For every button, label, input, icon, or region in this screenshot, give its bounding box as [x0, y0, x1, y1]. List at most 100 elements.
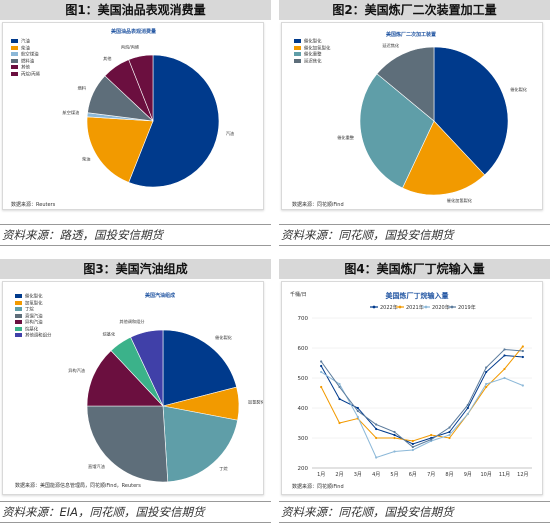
chart-4-xtick: 8月	[445, 472, 453, 478]
chart-4-source: 数据来源：同花顺iFind	[292, 484, 344, 490]
panel-2-title: 图2：美国炼厂二次装置加工量	[332, 3, 497, 17]
chart-4-point	[430, 433, 433, 437]
chart-2-slice	[402, 120, 486, 196]
chart-4-point	[503, 367, 506, 371]
chart-1-slice-label: 柴油	[82, 156, 90, 163]
chart-1-title: 美国油品表观消费量	[111, 29, 157, 35]
chart-2-source: 数据来源：同花顺iFind	[292, 202, 344, 208]
chart-2-slice	[359, 73, 435, 189]
chart-1-legend-item: 航空煤油	[11, 52, 39, 58]
chart-4-point	[393, 436, 396, 440]
chart-4-ytick: 200	[298, 466, 309, 472]
chart-3-slice	[86, 350, 164, 407]
legend-label: 催化加氢裂化	[304, 46, 331, 51]
panel-3-source-text: 资料来源：EIA，同花顺，国投安信期货	[2, 505, 205, 519]
chart-4-point	[448, 430, 451, 434]
legend-swatch	[15, 300, 22, 305]
panel-3: 图3：美国汽油组成 美国汽油组成 催化裂化 加氢裂化 丁烷 直馏汽油 异构汽油 烷基化 其他…	[0, 259, 271, 525]
chart-3-legend-item: 直馏汽油	[15, 313, 43, 320]
chart-4-point	[448, 436, 451, 440]
chart-4-point	[320, 370, 323, 374]
chart-4-point	[393, 433, 396, 437]
panel-4-header: 图4：美国炼厂丁烷输入量	[279, 259, 550, 279]
chart-4-point	[338, 421, 341, 425]
legend-swatch	[294, 58, 301, 63]
panel-3-header: 图3：美国汽油组成	[0, 259, 271, 279]
chart-1-frame: 美国油品表观消费量 汽油 柴油 航空煤油 燃料油 其他 丙烷/丙烯 汽油 柴油 航空煤油 燃料其…	[2, 22, 264, 210]
chart-4-xtick: 12月	[517, 472, 528, 478]
chart-4-xtick: 7月	[427, 472, 435, 478]
chart-4-point	[485, 370, 488, 374]
legend-swatch	[294, 39, 301, 43]
chart-2-slice-label: 催化重整	[337, 134, 355, 141]
chart-4-title: 美国炼厂丁烷输入量	[386, 291, 449, 300]
panel-1-source-text: 资料来源：路透，国投安信期货	[2, 228, 163, 242]
chart-4-point	[521, 345, 524, 348]
chart-4-series-line	[320, 371, 523, 459]
legend-label: 延迟焦化	[304, 59, 322, 64]
chart-4-ytick: 500	[298, 376, 309, 382]
legend-label: 2021年	[406, 304, 424, 311]
chart-4-point	[375, 427, 378, 431]
legend-label: 2020年	[432, 304, 450, 311]
chart-4-point	[466, 403, 469, 407]
chart-3-legend-item: 异构汽油	[15, 320, 43, 326]
panel-4-source-text: 资料来源：同花顺，国投安信期货	[281, 505, 454, 519]
legend-label: 2022年	[380, 304, 398, 311]
legend-label: 加氢裂化	[25, 301, 43, 306]
chart-4-line: 美国炼厂丁烷输入量 千桶/日 2022年 2021年 2020年 2019年 200 300 4…	[290, 291, 532, 478]
chart-3-legend-item: 加氢裂化	[15, 300, 43, 307]
chart-3-slice	[130, 329, 164, 407]
legend-swatch	[15, 326, 22, 331]
chart-4-point	[338, 385, 341, 389]
chart-1-slice-label: 航空煤油	[63, 109, 80, 116]
legend-swatch	[15, 333, 22, 337]
legend-marker	[450, 305, 454, 309]
chart-2-frame: 美国炼厂二次加工装置 催化裂化 催化加氢裂化 催化重整 延迟焦化 催化裂化 催化加氢裂化…	[281, 22, 543, 210]
chart-4-point	[356, 406, 359, 410]
chart-4-point	[356, 415, 359, 419]
legend-marker	[398, 305, 402, 309]
panel-2: 图2：美国炼厂二次装置加工量 美国炼厂二次加工装置 催化裂化 催化加氢裂化 催化重整…	[279, 0, 550, 246]
chart-2-legend-item: 催化裂化	[294, 39, 322, 45]
chart-1-slice-label: 其他	[103, 55, 112, 62]
chart-3-legend-item: 烷基化	[15, 326, 38, 333]
chart-2-legend-item: 延迟焦化	[294, 58, 322, 65]
chart-3-slice-label: 异构汽油	[68, 367, 85, 374]
chart-2-legend-item: 催化重整	[294, 52, 322, 58]
panel-4-source: 资料来源：同花顺，国投安信期货	[279, 501, 550, 523]
chart-4-point	[466, 406, 469, 410]
chart-4-ytick: 300	[298, 436, 309, 442]
chart-4-point	[411, 448, 414, 452]
chart-4-point	[393, 450, 396, 453]
chart-4-point	[430, 438, 433, 441]
legend-swatch	[15, 294, 22, 298]
chart-4-legend-item: 2020年	[422, 304, 450, 311]
legend-label: 丙烷/丙烯	[21, 72, 41, 77]
chart-4-series-line	[320, 354, 523, 445]
chart-4-xtick: 5月	[390, 472, 398, 478]
legend-label: 汽油	[21, 39, 30, 45]
chart-4-point	[320, 364, 323, 368]
chart-4-point	[448, 433, 451, 437]
panel-1-title: 图1：美国油品表观消费量	[65, 3, 206, 17]
chart-4-point	[375, 423, 378, 426]
legend-swatch	[11, 65, 18, 69]
chart-1-legend-item: 柴油	[11, 45, 30, 52]
chart-1-slice	[128, 54, 154, 122]
legend-label: 催化重整	[304, 52, 322, 58]
chart-1-source: 数据来源：Reuters	[11, 202, 56, 208]
chart-3-legend-item: 催化裂化	[15, 294, 43, 300]
chart-1-slice-label: 丙烷/丙烯	[121, 43, 139, 50]
chart-3-slice-label: 其他调和组分	[119, 318, 145, 325]
chart-2-slice	[376, 46, 435, 122]
chart-4-ytick: 700	[298, 316, 309, 322]
panel-2-source-text: 资料来源：同花顺，国投安信期货	[281, 228, 454, 242]
chart-4-frame: 美国炼厂丁烷输入量 千桶/日 2022年 2021年 2020年 2019年 200 300 4…	[281, 281, 543, 495]
chart-3-slice-label: 丁烷	[219, 465, 228, 472]
panel-4-title: 图4：美国炼厂丁烷输入量	[344, 262, 485, 276]
chart-4-ylabel: 千桶/日	[290, 291, 307, 298]
chart-4-point	[411, 445, 414, 449]
